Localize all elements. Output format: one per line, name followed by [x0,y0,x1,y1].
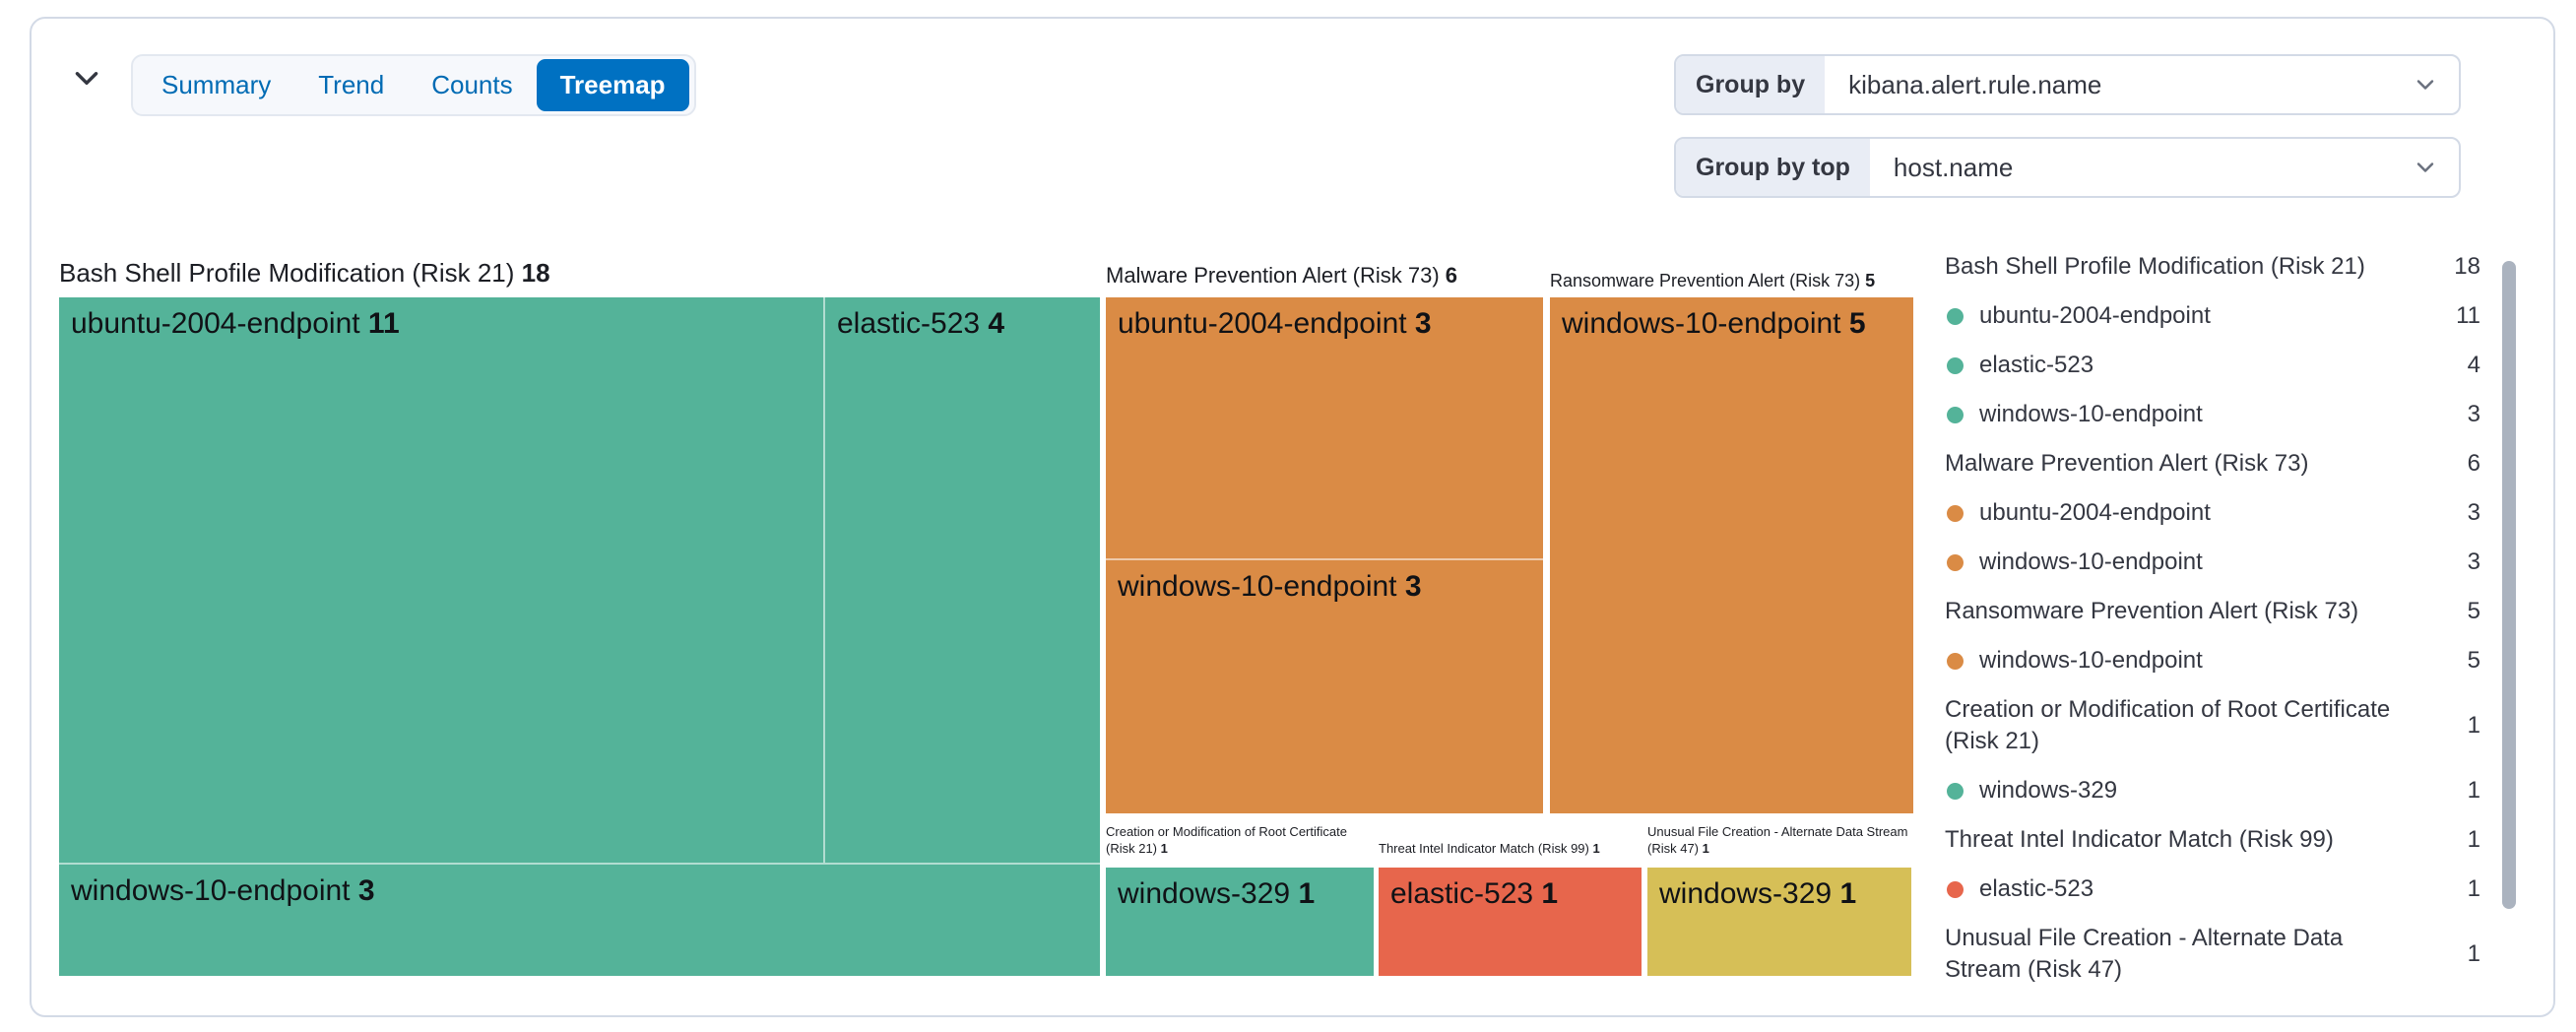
legend-host-row[interactable]: ubuntu-2004-endpoint 11 [1945,291,2480,341]
chevron-down-icon [70,61,103,97]
legend-label: windows-10-endpoint [1979,401,2203,427]
legend-label: Threat Intel Indicator Match (Risk 99) [1945,826,2334,853]
legend-rule-row[interactable]: Unusual File Creation - Alternate Data S… [1945,914,2480,995]
collapse-section-button[interactable] [65,57,108,100]
legend-value: 1 [2467,940,2480,967]
legend-rule-row[interactable]: Threat Intel Indicator Match (Risk 99) 1 [1945,815,2480,865]
treemap-cell[interactable]: elastic-523 1 [1379,868,1642,976]
group-by-control: Group by kibana.alert.rule.name [1674,54,2461,115]
legend-value: 18 [2454,253,2480,280]
legend-host-row[interactable]: windows-10-endpoint 3 [1945,538,2480,587]
tab-treemap[interactable]: Treemap [536,59,689,111]
treemap-legend: Bash Shell Profile Modification (Risk 21… [1945,242,2480,995]
legend-host-row[interactable]: windows-10-endpoint 5 [1945,636,2480,685]
view-tab-group: Summary Trend Counts Treemap [131,54,696,116]
legend-label: ubuntu-2004-endpoint [1979,302,2211,329]
legend-host-row[interactable]: ubuntu-2004-endpoint 3 [1945,488,2480,538]
legend-label: Bash Shell Profile Modification (Risk 21… [1945,253,2365,280]
treemap-cell[interactable]: windows-329 1 [1647,868,1911,976]
group-by-prepend-label: Group by [1676,56,1826,113]
legend-rule-row[interactable]: Bash Shell Profile Modification (Risk 21… [1945,242,2480,291]
legend-host-row[interactable]: windows-329 1 [1945,766,2480,815]
legend-color-dot [1947,553,1964,571]
tab-trend[interactable]: Trend [294,59,408,111]
legend-label: Malware Prevention Alert (Risk 73) [1945,450,2309,477]
legend-label: windows-10-endpoint [1979,548,2203,575]
legend-value: 5 [2467,647,2480,674]
legend-value: 11 [2456,302,2480,329]
group-by-top-select[interactable]: host.name [1870,139,2412,196]
legend-rule-row[interactable]: Creation or Modification of Root Certifi… [1945,685,2480,766]
legend-host-row[interactable]: windows-10-endpoint 3 [1945,390,2480,439]
legend-label: Ransomware Prevention Alert (Risk 73) [1945,598,2359,624]
legend-value: 1 [2467,712,2480,739]
legend-value: 3 [2467,401,2480,427]
legend-color-dot [1947,307,1964,325]
legend-value: 6 [2467,450,2480,477]
treemap-section-label: Malware Prevention Alert (Risk 73) 6 [1106,263,1458,288]
legend-label: windows-329 [1979,777,2118,804]
treemap-cell[interactable]: windows-10-endpoint 5 [1550,297,1913,813]
legend-host-row[interactable]: elastic-523 1 [1945,865,2480,914]
tab-counts[interactable]: Counts [408,59,536,111]
legend-label: windows-10-endpoint [1979,647,2203,674]
legend-label: Creation or Modification of Root Certifi… [1945,696,2391,754]
treemap-section-label: Ransomware Prevention Alert (Risk 73) 5 [1550,271,1876,290]
legend-label: elastic-523 [1979,352,2094,378]
treemap-cell[interactable]: windows-10-endpoint 3 [1106,558,1543,813]
treemap-cell[interactable]: windows-10-endpoint 3 [59,863,1100,976]
group-by-top-selected-value: host.name [1893,152,2014,182]
treemap-cell[interactable]: ubuntu-2004-endpoint 11 [59,297,823,863]
legend-value: 1 [2467,875,2480,902]
legend-value: 4 [2467,352,2480,378]
treemap-cell[interactable]: elastic-523 4 [823,297,1100,863]
treemap-section-label: Threat Intel Indicator Match (Risk 99) 1 [1379,841,1600,856]
treemap-section-label: Creation or Modification of Root Certifi… [1106,824,1347,856]
group-by-selected-value: kibana.alert.rule.name [1848,69,2102,99]
chevron-down-icon [2412,56,2459,113]
group-by-select[interactable]: kibana.alert.rule.name [1825,56,2412,113]
legend-rule-row[interactable]: Malware Prevention Alert (Risk 73) 6 [1945,439,2480,488]
tab-summary[interactable]: Summary [138,59,294,111]
legend-color-dot [1947,880,1964,898]
treemap-cell[interactable]: windows-329 1 [1106,868,1374,976]
legend-value: 1 [2467,826,2480,853]
legend-label: Unusual File Creation - Alternate Data S… [1945,925,2344,983]
legend-color-dot [1947,406,1964,423]
treemap-cell[interactable]: ubuntu-2004-endpoint 3 [1106,297,1543,558]
legend-label: ubuntu-2004-endpoint [1979,499,2211,526]
legend-color-dot [1947,504,1964,522]
legend-value: 3 [2467,499,2480,526]
legend-scrollbar-thumb[interactable] [2502,261,2516,909]
treemap-section-label: Bash Shell Profile Modification (Risk 21… [59,258,550,288]
group-by-top-prepend-label: Group by top [1676,139,1870,196]
legend-value: 3 [2467,548,2480,575]
group-by-top-control: Group by top host.name [1674,137,2461,198]
legend-value: 5 [2467,598,2480,624]
legend-color-dot [1947,356,1964,374]
legend-rule-row[interactable]: Ransomware Prevention Alert (Risk 73) 5 [1945,587,2480,636]
treemap-section-label: Unusual File Creation - Alternate Data S… [1647,824,1908,856]
legend-color-dot [1947,782,1964,800]
legend-color-dot [1947,652,1964,670]
legend-value: 1 [2467,777,2480,804]
chevron-down-icon [2412,139,2459,196]
legend-host-row[interactable]: elastic-523 4 [1945,341,2480,390]
legend-label: elastic-523 [1979,875,2094,902]
